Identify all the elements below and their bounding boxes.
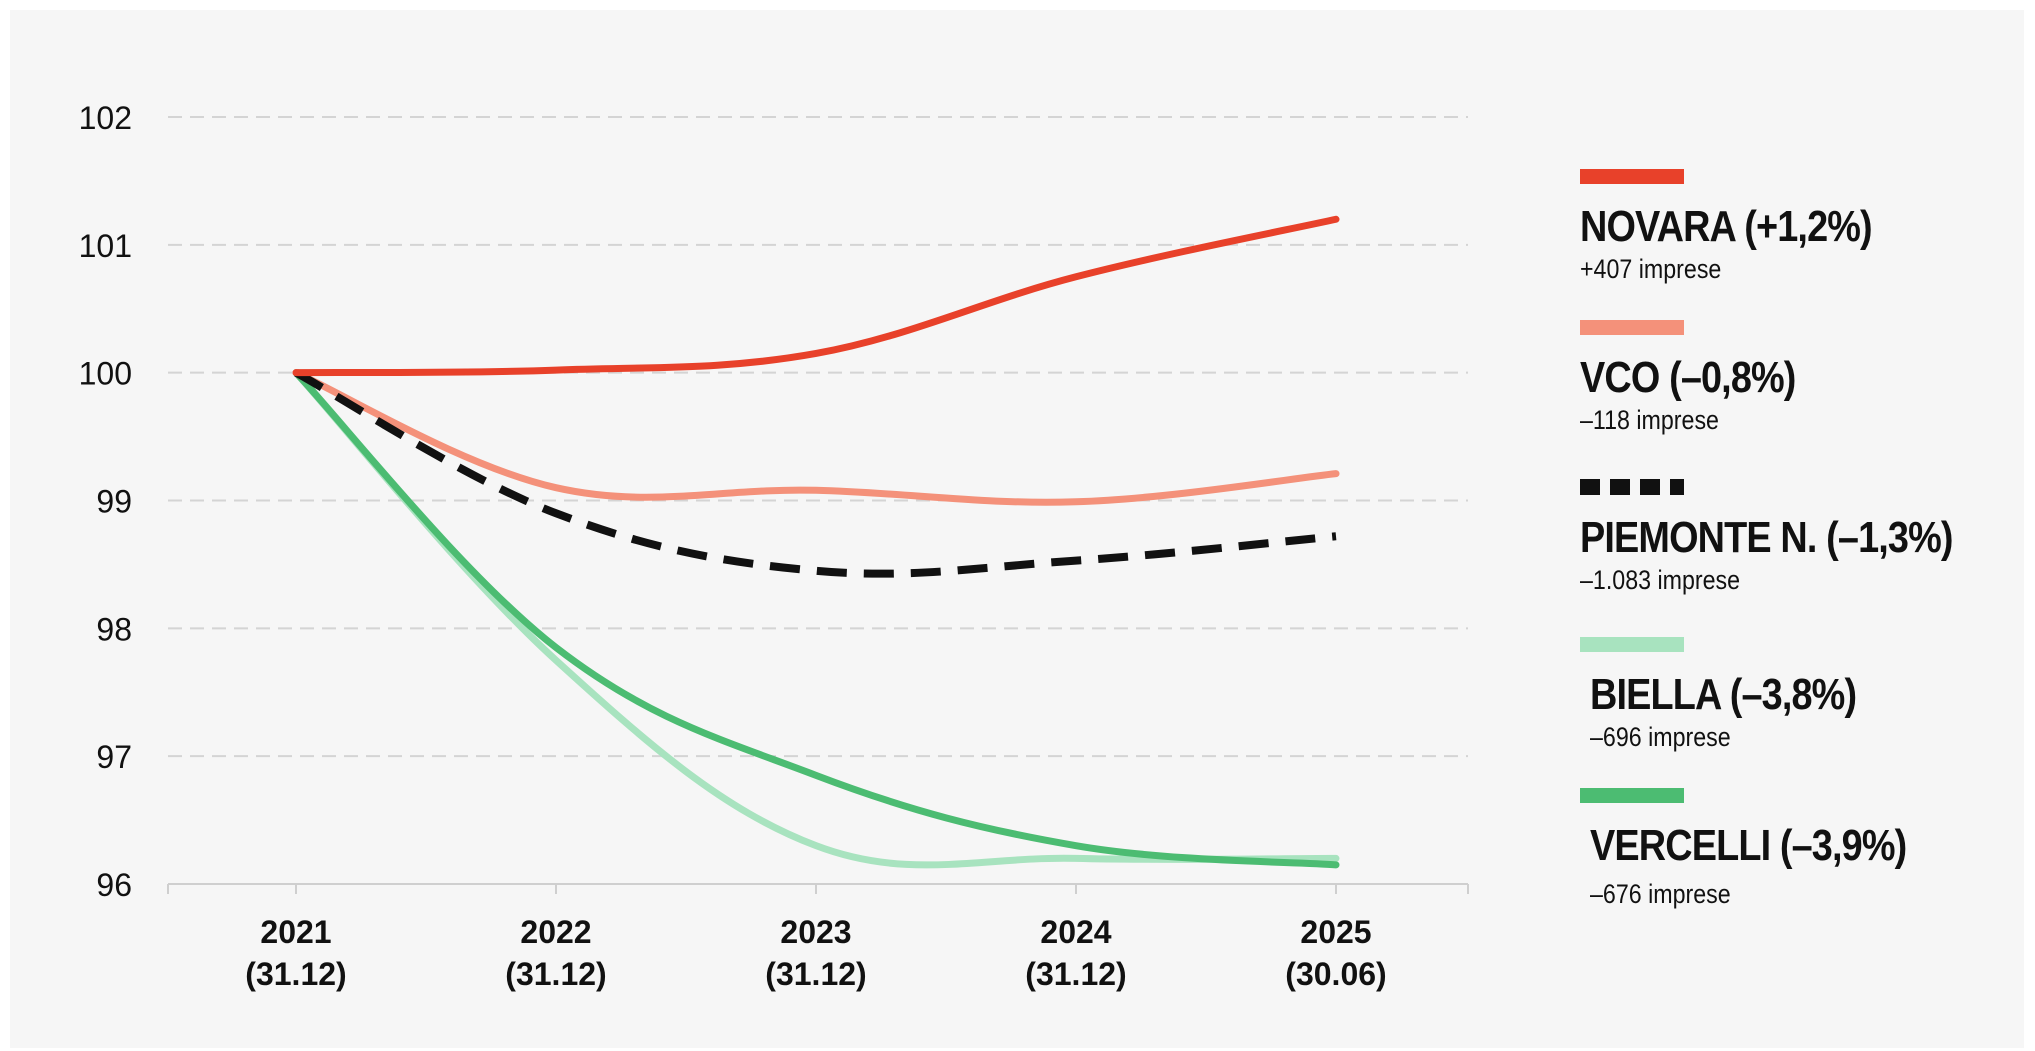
x-tick-label-line: (31.12)	[505, 956, 606, 992]
legend-label-vco: VCO (–0,8%)	[1580, 353, 1796, 402]
y-tick-label: 100	[79, 356, 132, 392]
legend-item-vercelli: VERCELLI (–3,9%) –676 imprese	[1580, 788, 1958, 910]
x-axis	[167, 883, 1469, 894]
x-tick-label-line: (30.06)	[1285, 956, 1386, 992]
legend-swatch-vercelli	[1580, 788, 1684, 803]
y-tick-label: 96	[96, 867, 132, 903]
legend-sub-novara: +407 imprese	[1580, 254, 1722, 284]
y-tick-label: 98	[96, 611, 132, 647]
x-tick-label-line: 2024	[1040, 914, 1111, 950]
x-tick-label-line: 2023	[780, 914, 851, 950]
legend-sub-piemonte: –1.083 imprese	[1580, 565, 1741, 595]
legend-sub-vercelli: –676 imprese	[1590, 879, 1731, 909]
y-tick-label: 99	[96, 484, 132, 520]
x-tick-label: 2024 (31.12)	[1025, 914, 1126, 992]
y-axis-ticks: 96 97 98 99 100 101 102	[79, 100, 132, 903]
x-tick-label: 2022 (31.12)	[505, 914, 606, 992]
series-line-4	[292, 369, 1340, 869]
legend-label-novara: NOVARA (+1,2%)	[1580, 202, 1873, 251]
legend-sub-vco: –118 imprese	[1580, 405, 1719, 435]
x-tick-label: 2025 (30.06)	[1285, 914, 1386, 992]
series-line-0	[292, 215, 1340, 377]
y-tick-label: 102	[79, 100, 132, 136]
grid-lines	[168, 116, 1468, 758]
legend-item-novara: NOVARA (+1,2%) +407 imprese	[1580, 169, 1919, 285]
x-tick-label: 2021 (31.12)	[245, 914, 346, 992]
legend-label-vercelli: VERCELLI (–3,9%)	[1590, 821, 1907, 870]
x-tick-label-line: (31.12)	[245, 956, 346, 992]
series-line-3	[292, 369, 1340, 869]
legend-swatch-novara	[1580, 169, 1684, 184]
y-tick-label: 97	[96, 739, 132, 775]
legend-swatch-vco	[1580, 320, 1684, 335]
x-tick-label-line: 2021	[260, 914, 331, 950]
x-tick-label-line: (31.12)	[765, 956, 866, 992]
legend-item-vco: VCO (–0,8%) –118 imprese	[1580, 320, 1831, 436]
series-line-1	[292, 369, 1340, 506]
x-tick-label-line: 2025	[1300, 914, 1371, 950]
series-lines	[292, 215, 1340, 869]
legend-swatch-biella	[1580, 637, 1684, 652]
legend-sub-biella: –696 imprese	[1590, 722, 1731, 752]
x-tick-label-line: 2022	[520, 914, 591, 950]
legend-label-piemonte: PIEMONTE N. (–1,3%)	[1580, 513, 1954, 562]
legend-item-biella: BIELLA (–3,8%) –696 imprese	[1580, 637, 1900, 753]
legend-swatch-piemonte	[1580, 479, 1684, 495]
chart-panel: 96 97 98 99 100 101 102 2021 (31.12) 2022 (31.12)…	[10, 10, 2024, 1048]
line-chart: 96 97 98 99 100 101 102 2021 (31.12) 2022 (31.12)…	[79, 100, 1469, 992]
x-axis-ticks: 2021 (31.12) 2022 (31.12) 2023 (31.12) 2024 (31…	[245, 914, 1386, 992]
x-tick-label: 2023 (31.12)	[765, 914, 866, 992]
y-tick-label: 101	[79, 228, 132, 264]
series-line-2	[294, 369, 1337, 578]
legend-label-biella: BIELLA (–3,8%)	[1590, 670, 1857, 719]
legend-item-piemonte: PIEMONTE N. (–1,3%) –1.083 imprese	[1580, 479, 2013, 596]
x-tick-label-line: (31.12)	[1025, 956, 1126, 992]
